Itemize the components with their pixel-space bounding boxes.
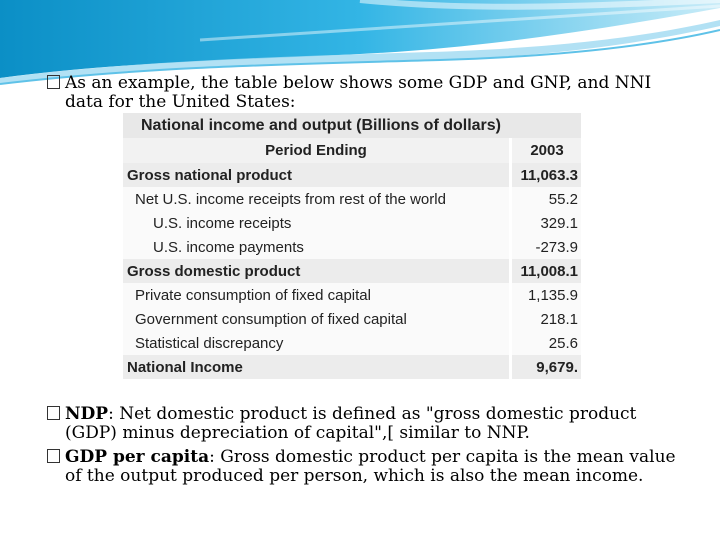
bullet-gdp-per-capita: GDP per capita: Gross domestic product p… — [47, 448, 697, 486]
table-title: National income and output (Billions of … — [123, 113, 581, 138]
bullet-text-line2: data for the United States: — [65, 92, 296, 112]
row-label: Government consumption of fixed capital — [123, 307, 509, 331]
row-label: U.S. income receipts — [123, 211, 509, 235]
table-row: Net U.S. income receipts from rest of th… — [123, 187, 581, 211]
row-label: Net U.S. income receipts from rest of th… — [123, 187, 509, 211]
table-title-row: National income and output (Billions of … — [123, 113, 581, 138]
term-gdp-per-capita: GDP per capita — [65, 447, 210, 467]
bullet-ndp: NDP: Net domestic product is defined as … — [47, 405, 687, 443]
bullet-box-icon — [47, 406, 60, 420]
row-label: U.S. income payments — [123, 235, 509, 259]
table-row: Government consumption of fixed capital … — [123, 307, 581, 331]
row-value: 55.2 — [509, 187, 581, 211]
bullet-text-line1: : Gross domestic product per capita is t… — [209, 447, 676, 467]
term-ndp: NDP — [65, 404, 109, 424]
row-label: Private consumption of fixed capital — [123, 283, 509, 307]
row-label: Gross domestic product — [123, 259, 509, 283]
table-row: U.S. income receipts 329.1 — [123, 211, 581, 235]
row-value: 9,679. — [509, 355, 581, 379]
table-row: U.S. income payments -273.9 — [123, 235, 581, 259]
row-value: 218.1 — [509, 307, 581, 331]
table-row: Private consumption of fixed capital 1,1… — [123, 283, 581, 307]
row-value: 25.6 — [509, 331, 581, 355]
national-income-table: National income and output (Billions of … — [123, 113, 581, 379]
bullet-example: As an example, the table below shows som… — [47, 74, 687, 112]
row-value: 1,135.9 — [509, 283, 581, 307]
bullet-box-icon — [47, 75, 60, 89]
bullet-text-line1: : Net domestic product is defined as "gr… — [108, 404, 637, 424]
row-label: Statistical discrepancy — [123, 331, 509, 355]
row-value: 11,008.1 — [509, 259, 581, 283]
row-value: 329.1 — [509, 211, 581, 235]
table-row: Gross national product 11,063.3 — [123, 163, 581, 187]
bullet-text-line2: of the output produced per person, which… — [65, 466, 644, 486]
bullet-text-line1: As an example, the table below shows som… — [65, 73, 652, 93]
header-wave-banner — [0, 0, 720, 85]
table-row: Statistical discrepancy 25.6 — [123, 331, 581, 355]
column-header-year: 2003 — [509, 138, 581, 163]
table-row: National Income 9,679. — [123, 355, 581, 379]
row-value: 11,063.3 — [509, 163, 581, 187]
table-row: Gross domestic product 11,008.1 — [123, 259, 581, 283]
row-label: Gross national product — [123, 163, 509, 187]
bullet-text-line2: (GDP) minus depreciation of capital",[ s… — [65, 423, 530, 443]
row-label: National Income — [123, 355, 509, 379]
table-header-row: Period Ending 2003 — [123, 138, 581, 163]
bullet-box-icon — [47, 449, 60, 463]
column-header-period: Period Ending — [123, 138, 509, 163]
row-value: -273.9 — [509, 235, 581, 259]
